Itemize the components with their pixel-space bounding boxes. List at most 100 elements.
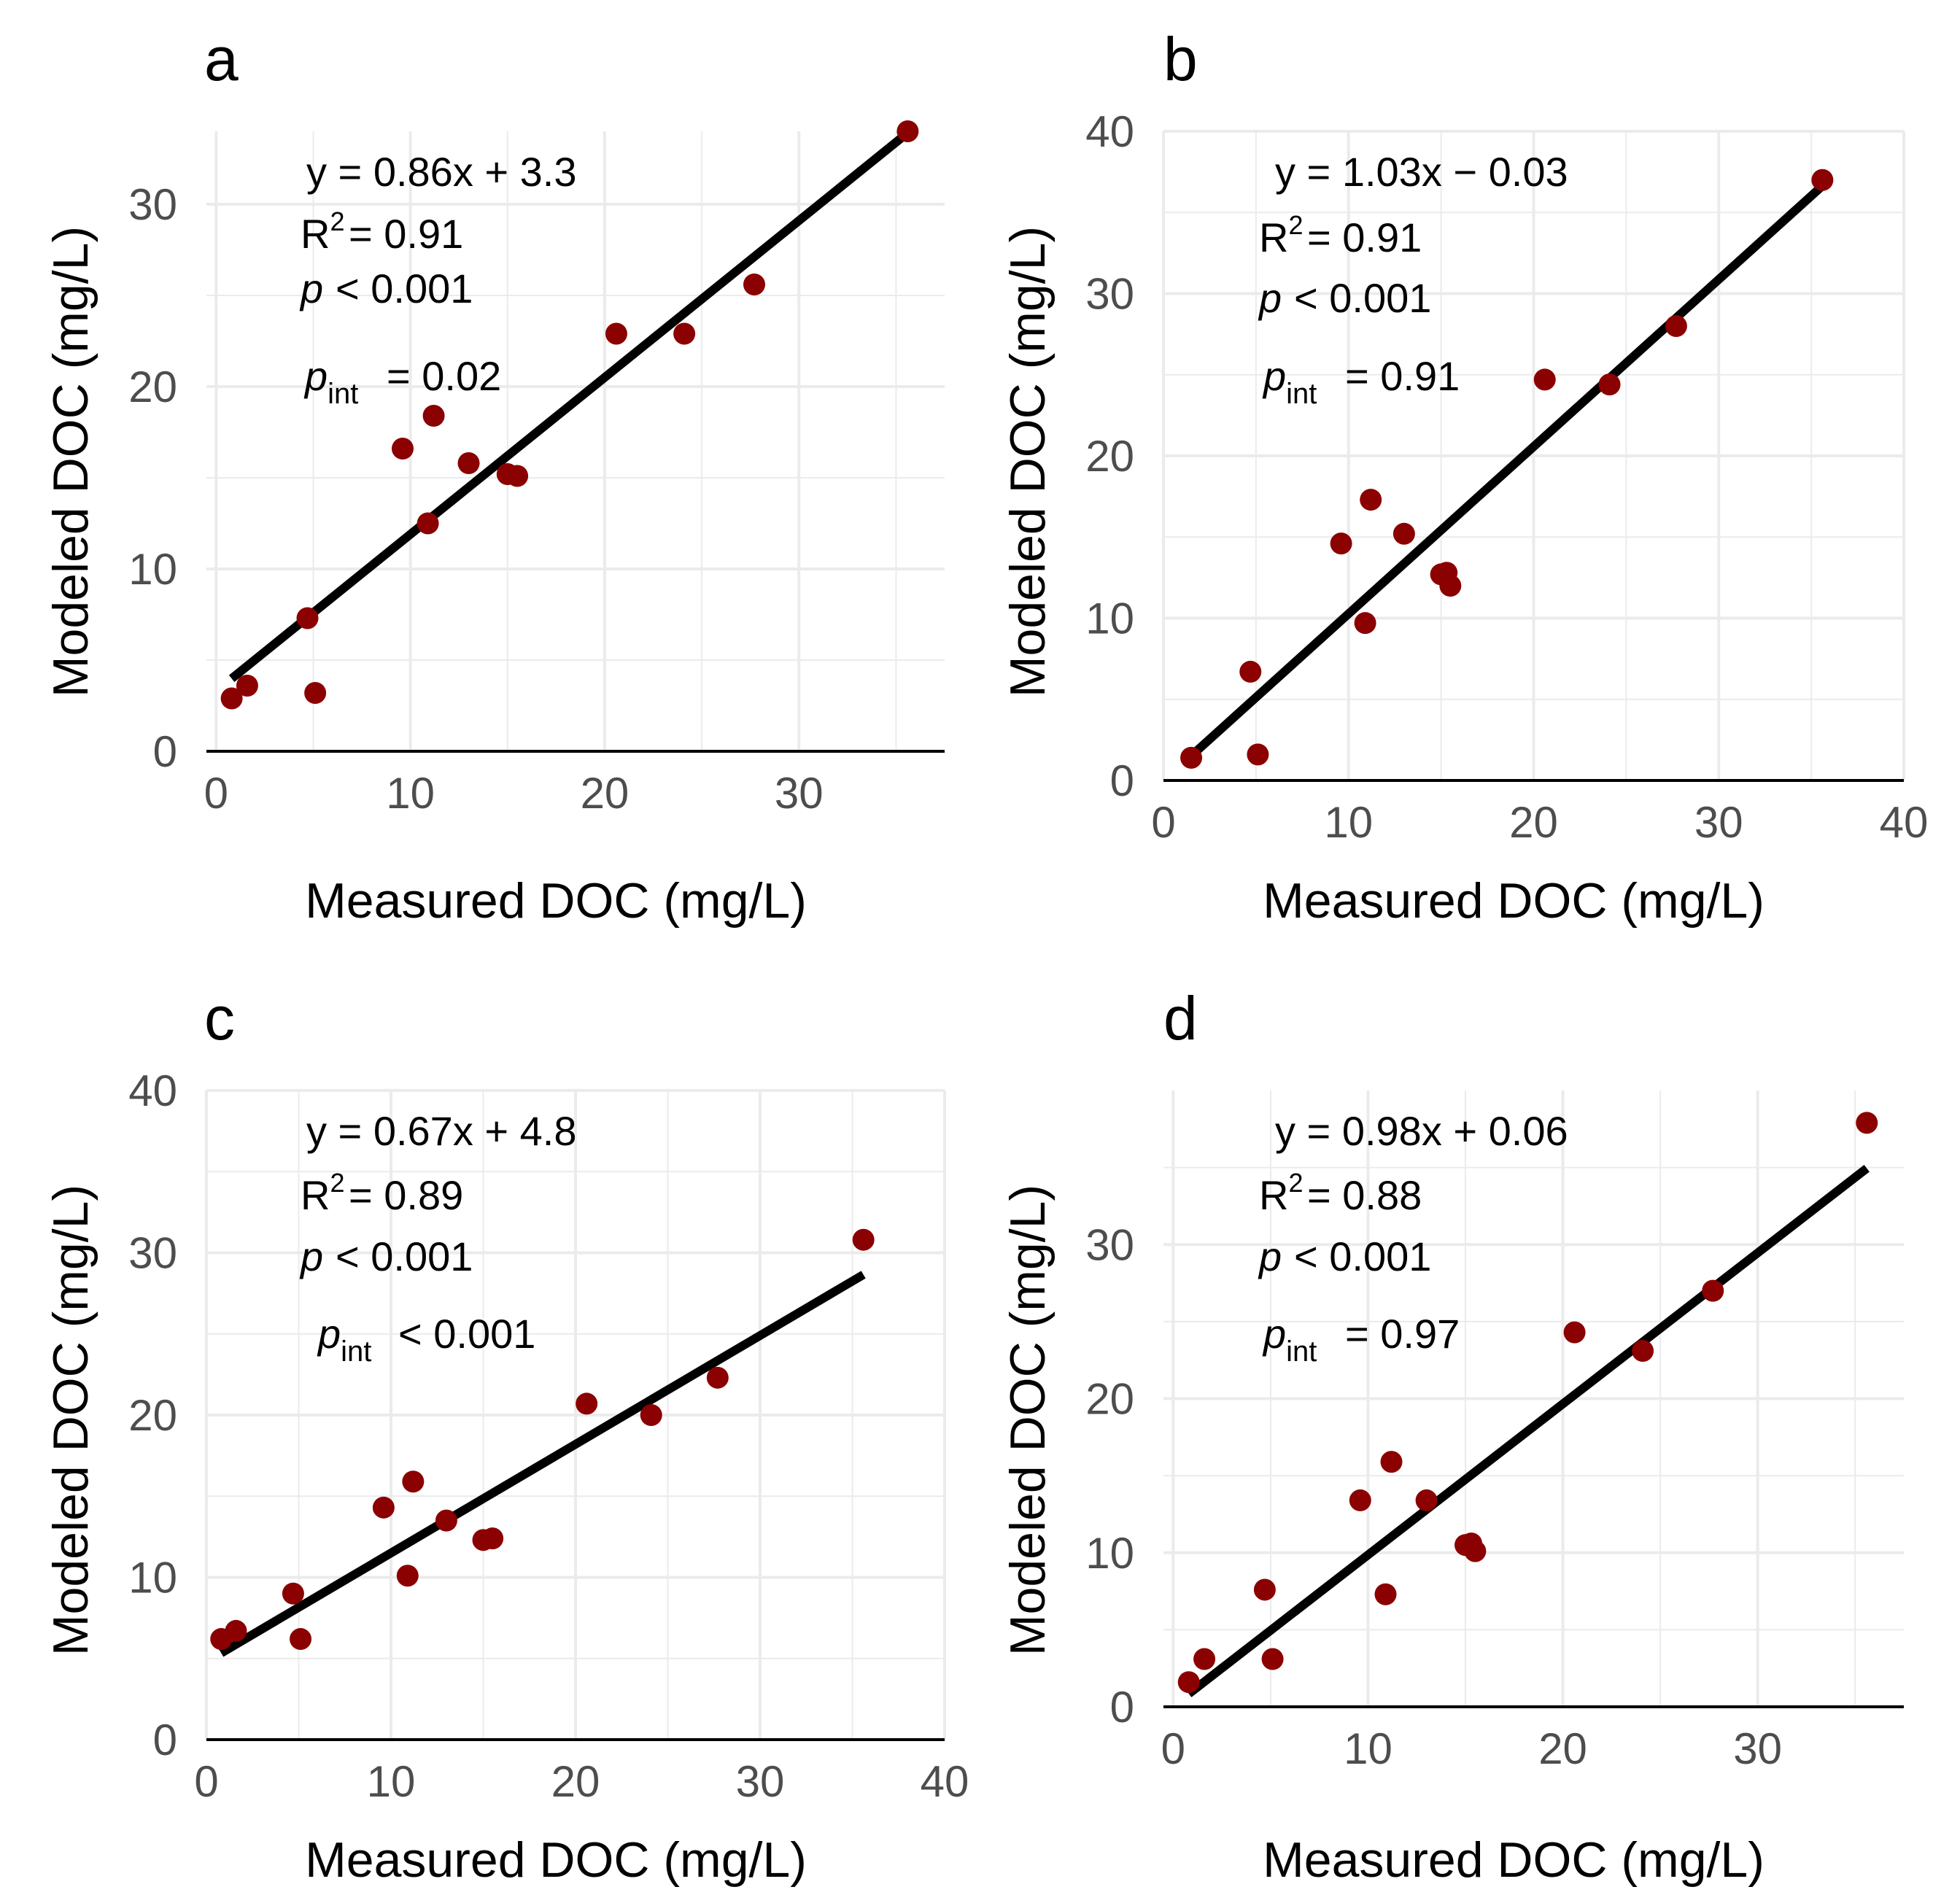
panel-c-data-point [396,1565,419,1587]
panel-a-data-point [673,322,696,345]
panel-c-x-tick-label: 20 [551,1757,600,1806]
panel-a-pint-value: = 0.02 [387,353,501,399]
panel-c-r2-value: = 0.89 [349,1172,463,1218]
panel-b-data-point [1598,373,1621,396]
panel-a-grid: 0 10 20 30 0 10 20 30 [128,131,945,818]
panel-a-data-point [236,675,258,697]
panel-a-y-tick-label: 10 [128,545,177,594]
panel-a-data-point [605,322,627,345]
panel-letter-a: a [204,25,239,93]
panel-d-data-point [1374,1583,1397,1605]
panel-d-data-point [1856,1112,1878,1134]
panel-d-p-label: p [1258,1233,1282,1279]
panel-a-p-value: < 0.001 [336,266,473,311]
panel-d-y-tick-label: 0 [1110,1683,1134,1732]
panel-c-data-point [435,1509,457,1532]
panel-a: a 0 10 20 30 0 10 20 30 y = 0.86x + 3.3 R2 = 0.… [43,25,945,929]
panel-a-data-point [220,687,243,710]
panel-a-regression-line [228,129,911,682]
panel-c-y-tick-label: 30 [128,1229,177,1278]
panel-c-data-point [225,1619,247,1642]
panel-d-data-point [1193,1648,1216,1670]
panel-c-data-point [481,1527,504,1550]
panel-c-x-axis-title: Measured DOC (mg/L) [305,1832,807,1888]
panel-b-pint-label: pint [1262,353,1317,410]
panel-d: d 0 10 20 30 0 10 20 30 y = 0.98x + 0.06 R2 = 0… [1000,984,1904,1888]
panel-b: b 0 10 20 30 40 0 10 20 30 40 y = 1.03x − 0.03 R2… [1000,25,1928,929]
panel-c-data-point [640,1404,662,1426]
panel-c-p-label: p [299,1233,323,1279]
panel-c-x-tick-label: 30 [736,1757,785,1806]
panel-a-p-label: p [299,266,323,311]
panel-a-data-point [506,465,529,487]
panel-b-x-tick-label: 20 [1509,798,1558,847]
panel-c-pint-label: pint [317,1311,371,1368]
panel-a-data-point [896,120,919,142]
panel-b-data-point [1239,660,1262,683]
panel-a-x-tick-label: 30 [775,769,824,818]
panel-a-data-point [422,405,445,427]
panel-a-y-axis-title: Modeled DOC (mg/L) [43,226,98,697]
panel-d-data-point [1632,1340,1654,1363]
panel-c-marks [210,1228,875,1657]
panel-b-data-point [1533,368,1556,391]
panel-c-regression-line [219,1271,866,1657]
panel-d-y-tick-label: 30 [1085,1220,1134,1269]
panel-b-x-tick-label: 40 [1880,798,1929,847]
panel-a-data-point [417,512,439,535]
panel-a-x-axis-title: Measured DOC (mg/L) [305,873,807,929]
panel-b-y-tick-label: 0 [1110,756,1134,805]
panel-c-y-axis-title: Modeled DOC (mg/L) [43,1185,98,1656]
panel-d-x-axis-title: Measured DOC (mg/L) [1263,1832,1765,1888]
panel-c-data-point [852,1228,875,1251]
panel-d-equation: y = 0.98x + 0.06 [1275,1108,1568,1154]
panel-d-data-point [1702,1279,1724,1302]
panel-d-grid: 0 10 20 30 0 10 20 30 [1085,1090,1904,1773]
panel-b-data-point [1811,168,1834,191]
panel-d-data-point [1261,1648,1284,1670]
panel-d-y-tick-label: 20 [1085,1375,1134,1424]
panel-d-p-value: < 0.001 [1294,1233,1431,1279]
panel-c-pint-value: < 0.001 [398,1311,535,1357]
panel-c-y-tick-label: 10 [128,1554,177,1603]
panel-b-x-axis-title: Measured DOC (mg/L) [1263,873,1765,929]
panel-d-data-point [1177,1671,1200,1694]
panel-a-data-point [743,274,766,295]
panel-a-y-tick-label: 0 [153,727,177,776]
panel-b-equation: y = 1.03x − 0.03 [1275,149,1568,195]
panel-b-pint-value: = 0.91 [1345,353,1460,399]
panel-d-data-point [1253,1578,1276,1601]
panel-b-marks [1180,168,1834,769]
panel-b-data-point [1354,612,1376,635]
panel-c-data-point [372,1496,395,1519]
panel-d-y-tick-label: 10 [1085,1529,1134,1578]
panel-c-x-tick-label: 40 [921,1757,969,1806]
panel-b-y-tick-label: 20 [1085,432,1134,481]
panel-d-data-point [1349,1489,1371,1511]
panel-c-p-value: < 0.001 [336,1233,473,1279]
panel-letter-b: b [1163,25,1198,93]
panel-b-data-point [1247,743,1269,766]
panel-a-data-point [457,452,480,474]
panel-c-grid: 0 10 20 30 40 0 10 20 30 40 [128,1066,969,1806]
panel-b-data-point [1665,315,1687,337]
panel-c-y-tick-label: 0 [153,1716,177,1764]
panel-b-data-point [1392,522,1415,545]
panel-d-pint-value: = 0.97 [1345,1311,1460,1357]
panel-a-pint-label: pint [303,353,358,410]
panel-letter-c: c [204,984,235,1053]
panel-c-y-tick-label: 20 [128,1391,177,1440]
panel-d-x-tick-label: 30 [1733,1724,1782,1773]
panel-c-data-point [290,1628,312,1651]
panel-b-regression-line [1188,182,1826,759]
panel-c-data-point [282,1582,304,1605]
panel-c-data-point [402,1470,425,1493]
panel-c-x-tick-label: 0 [194,1757,218,1806]
panel-d-x-tick-label: 10 [1344,1724,1392,1773]
panel-d-data-point [1563,1321,1586,1344]
panel-a-marks [220,120,919,710]
panel-c-x-tick-label: 10 [367,1757,416,1806]
panel-letter-d: d [1163,984,1198,1053]
